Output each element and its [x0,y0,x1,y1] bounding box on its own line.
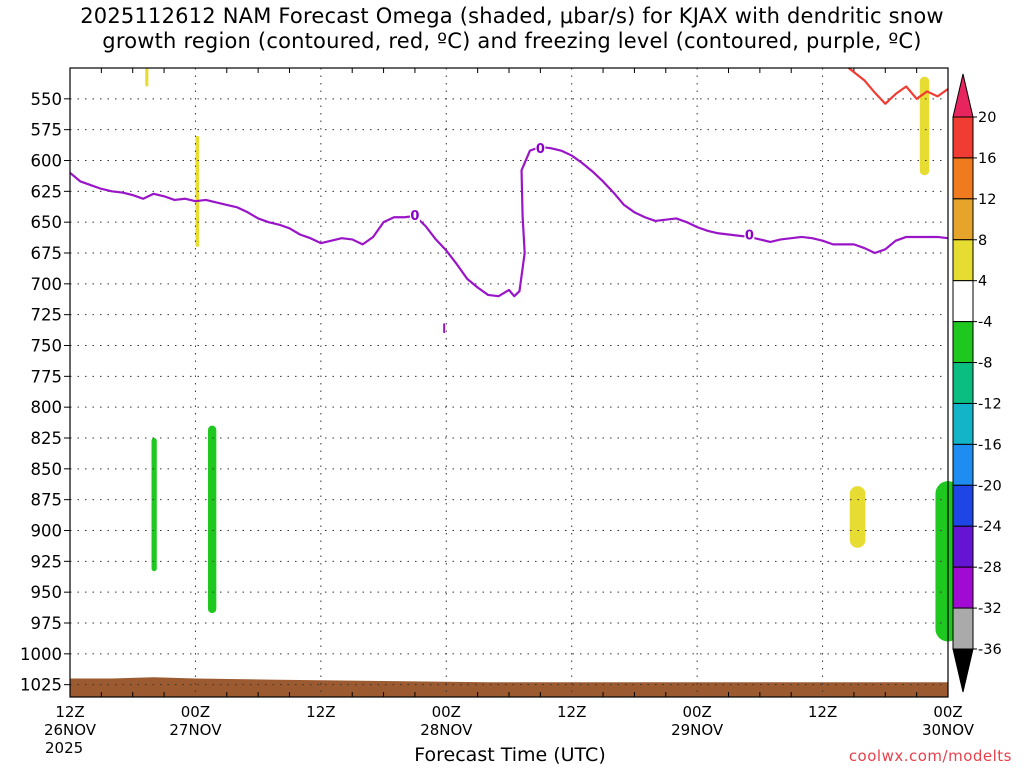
y-tick-label: 1025 [20,676,62,695]
colorbar-segment [952,566,974,609]
colorbar-segment [952,157,974,200]
colorbar-label: -24 [978,519,1002,535]
y-tick-label: 850 [31,460,63,479]
x-tick-label: 29NOV [671,721,724,739]
freezing-level-label: 0 [410,209,419,224]
y-tick-label: 875 [31,491,63,510]
colorbar-label: 4 [978,274,987,290]
x-tick-label: 26NOV [44,721,97,739]
x-tick-label: 00Z [432,703,461,721]
y-tick-label: 600 [31,152,63,171]
y-axis-ticks: 550 575 600 625 650 675 700 725 750 775 800 825 850 8… [20,90,70,695]
y-tick-label: 1000 [20,645,62,664]
colorbar-label: -8 [978,356,992,372]
y-tick-label: 925 [31,552,63,571]
x-tick-label: 28NOV [420,721,473,739]
colorbar-label: 12 [978,192,996,208]
y-tick-label: 900 [31,522,63,541]
colorbar-label: -4 [978,315,992,331]
omega-shade-region [443,323,446,334]
colorbar-segment [952,239,974,282]
colorbar-label: 20 [978,110,996,126]
y-tick-label: 825 [31,429,63,448]
colorbar-segment [952,116,974,159]
y-tick-label: 775 [31,367,63,386]
colorbar-bottom-arrow [952,648,974,693]
y-tick-label: 725 [31,306,63,325]
chart-title: 2025112612 NAM Forecast Omega (shaded, μ… [0,4,1024,54]
freezing-level-line [69,145,949,298]
chart-title-line2: growth region (contoured, red, ºC) and f… [102,29,922,53]
plot-frame [69,67,949,698]
colorbar-label: 8 [978,233,987,249]
contour-label-bg [535,140,546,156]
colorbar-label: -32 [978,601,1002,617]
colorbar-label: -28 [978,560,1002,576]
omega-shading-layer [145,68,961,642]
y-tick-label: 650 [31,213,63,232]
chart-title-line1: 2025112612 NAM Forecast Omega (shaded, μ… [80,4,944,28]
y-tick-label: 700 [31,275,63,294]
y-tick-label: 675 [31,244,63,263]
colorbar-segment [952,402,974,445]
x-tick-label: 00Z [682,703,711,721]
colorbar-label: -36 [978,642,1002,658]
credit-link[interactable]: coolwx.com/modelts [848,747,1012,765]
x-tick-label: 12Z [55,703,84,721]
colorbar-label: -20 [978,478,1002,494]
x-tick-label: 12Z [808,703,837,721]
colorbar-label: 16 [978,151,996,167]
freezing-level-label: 0 [745,229,754,244]
omega-shade-region [151,438,157,572]
x-tick-label: 27NOV [169,721,222,739]
colorbar-segment [952,484,974,527]
colorbar-segment [952,362,974,404]
y-tick-label: 550 [31,90,63,109]
freezing-level-label: 0 [536,142,545,157]
colorbar-label: -12 [978,396,1002,412]
x-tick-label: 30NOV [922,721,975,739]
omega-shade-region [207,425,217,614]
omega-shade-region [919,76,930,176]
x-tick-label: 00Z [933,703,962,721]
colorbar-segment [952,321,974,364]
y-tick-label: 800 [31,398,63,417]
x-axis-title: Forecast Time (UTC) [414,744,606,766]
x-tick-label: 00Z [181,703,210,721]
omega-shade-region [849,486,866,548]
colorbar-segment [952,607,974,650]
colorbar-segment [952,198,974,241]
y-tick-label: 950 [31,583,63,602]
colorbar-segment [952,525,974,568]
x-tick-label: 12Z [557,703,586,721]
contour-label-bg [409,206,420,222]
contour-label-bg [744,226,755,242]
y-tick-label: 975 [31,614,63,633]
omega-shade-region [145,68,149,87]
x-tick-label: 12Z [306,703,335,721]
colorbar-top-arrow [952,73,974,118]
colorbar-segment [952,443,974,486]
y-tick-label: 625 [31,182,63,201]
y-tick-label: 575 [31,121,63,140]
x-tick-label: 2025 [45,739,83,757]
y-tick-label: 750 [31,337,63,356]
colorbar-segment [952,280,974,323]
colorbar-label: -16 [978,437,1002,453]
gridlines [69,68,949,697]
colorbar: 20 16 12 8 4 -4 -8 -12 -16 -20 -24 -28 -32 -36 [952,73,1002,693]
omega-shade-region [195,135,200,247]
dendritic-growth-line [848,67,949,105]
contour-lines: 0 0 0 [69,67,949,298]
